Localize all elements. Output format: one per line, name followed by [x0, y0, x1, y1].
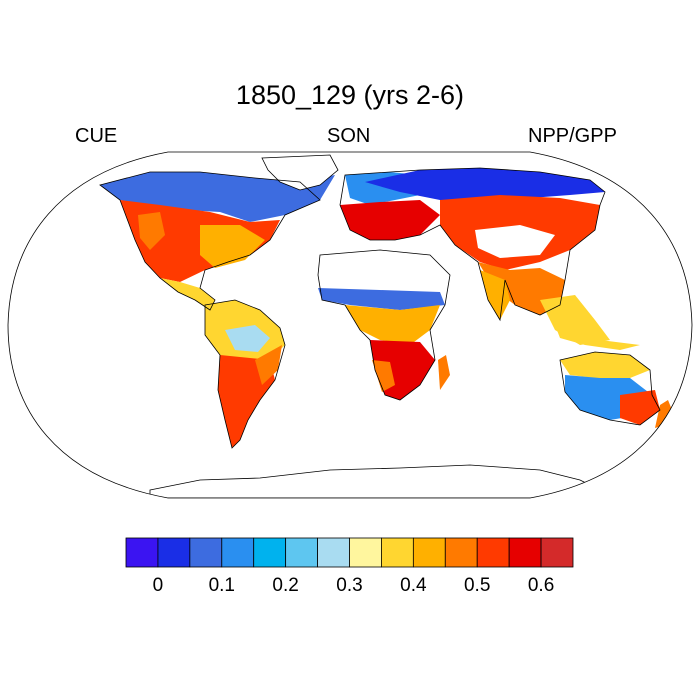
north-america-boreal — [100, 172, 335, 222]
colorbar-tick-label: 0.3 — [336, 575, 363, 596]
colorbar-swatch — [157, 537, 191, 568]
map-title: 1850_129 (yrs 2-6) — [235, 80, 465, 110]
colorbar-swatch — [253, 537, 287, 568]
australia-southeast — [620, 390, 660, 425]
colorbar-swatch — [476, 537, 510, 568]
colorbar-tick-label: 0.1 — [208, 575, 235, 596]
colorbar-swatch — [317, 537, 350, 568]
coastlines — [99, 167, 661, 449]
colorbar-swatch — [189, 537, 223, 568]
colorbar-tick-label: 0.5 — [463, 575, 491, 596]
madagascar — [438, 355, 450, 390]
siberia — [365, 168, 605, 200]
colorbar-swatch — [444, 537, 478, 568]
southeast-asia — [540, 295, 610, 345]
greenland — [261, 154, 339, 191]
new-zealand — [655, 400, 672, 428]
north-america-west — [138, 212, 165, 250]
land-fields — [100, 154, 672, 498]
colorbar-tick-label: 0.6 — [527, 575, 555, 596]
colorbar-swatch — [540, 537, 574, 568]
colorbar-tick-label: 0.2 — [272, 575, 299, 596]
colorbar-swatch — [125, 537, 159, 568]
australia-north — [560, 352, 650, 378]
north-america-east — [200, 225, 265, 268]
india — [480, 270, 510, 320]
asia-interior-dry — [475, 225, 555, 258]
colorbar-swatch — [285, 537, 318, 568]
coast-south-america — [204, 299, 286, 449]
sahara — [318, 250, 450, 292]
central-america — [160, 278, 215, 310]
coast-eurasia — [339, 167, 606, 322]
coast-australia — [559, 351, 661, 426]
colorbar-swatch — [381, 537, 414, 568]
africa-central — [345, 305, 440, 345]
africa-southwest — [372, 360, 395, 392]
colorbar-swatch — [412, 537, 446, 568]
colorbar-tick-label: 0.4 — [400, 575, 427, 596]
colorbar — [125, 537, 574, 568]
colorbar-swatch — [508, 537, 542, 568]
europe-central — [340, 200, 440, 240]
indonesia — [555, 325, 640, 350]
colorbar-swatch — [221, 537, 255, 568]
units-label: NPP/GPP — [528, 125, 617, 147]
colorbar-tick-label: 0 — [152, 575, 164, 596]
sahel — [318, 288, 445, 310]
coast-north-america — [99, 171, 321, 311]
colorbar-swatch — [349, 537, 382, 568]
season-label: SON — [327, 125, 371, 147]
globe-outline — [7, 151, 693, 499]
coast-africa — [317, 249, 451, 401]
variable-label: CUE — [75, 125, 118, 147]
south-america-east — [255, 345, 282, 385]
antarctica — [149, 464, 601, 498]
south-america-amazon — [225, 325, 270, 352]
